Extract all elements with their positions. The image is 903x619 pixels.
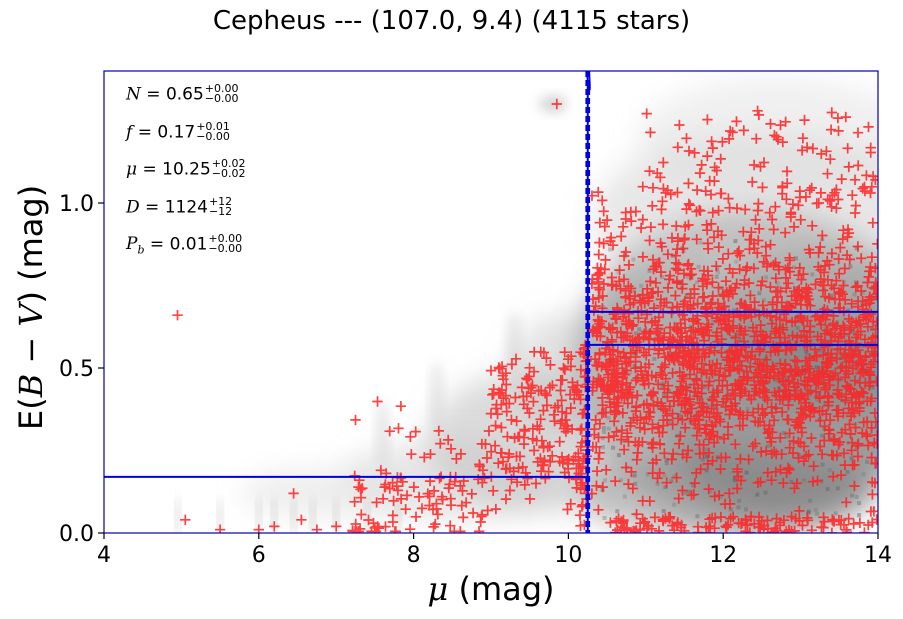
- stat-value: 0.17: [157, 121, 196, 142]
- stat-uncertainty: +0.00 −0.00: [204, 82, 239, 106]
- x-axis-label: μ (mag): [104, 570, 878, 608]
- stat-value: 0.65: [165, 84, 204, 105]
- stat-equals: =: [137, 159, 163, 180]
- stat-symbol: D: [126, 196, 140, 217]
- chart-title: Cepheus --- (107.0, 9.4) (4115 stars): [212, 6, 691, 36]
- y-axis-unit: (mag): [12, 184, 50, 281]
- x-axis: 4 6 8 10 12 14: [97, 533, 892, 568]
- x-tick-label: 6: [252, 543, 266, 568]
- stat-value: 0.01: [169, 234, 208, 255]
- y-tick-label: 0.5: [59, 357, 94, 382]
- plot-frame: [103, 70, 879, 534]
- stat-row: Pb = 0.01 +0.00 −0.00: [126, 232, 243, 257]
- stat-row: D = 1124 +12 −12: [126, 194, 233, 218]
- stat-uncertainty: +12 −12: [208, 194, 233, 218]
- model-lines: [104, 71, 878, 533]
- x-tick-label: 12: [709, 543, 737, 568]
- stat-uncertainty: +0.01 −0.00: [196, 119, 230, 143]
- stat-uncertainty: +0.02 −0.02: [211, 157, 246, 181]
- x-axis-symbol: μ: [427, 570, 449, 608]
- stat-row: f = 0.17 +0.01 −0.00: [126, 119, 230, 143]
- stat-upper-error: +0.02: [211, 157, 246, 170]
- star-markers: [172, 98, 878, 533]
- star-marker-path: [172, 98, 878, 533]
- stat-equals: =: [144, 234, 170, 255]
- stat-upper-error: +0.00: [208, 232, 243, 245]
- y-axis: 0.0 0.5 1.0: [59, 192, 104, 547]
- y-tick-label: 0.0: [59, 522, 94, 547]
- stat-value: 10.25: [162, 159, 211, 180]
- x-axis-unit: (mag): [458, 570, 555, 608]
- x-tick-label: 14: [864, 543, 892, 568]
- y-axis-suffix: ): [12, 291, 50, 304]
- stat-symbol: N: [126, 84, 141, 105]
- stat-equals: =: [140, 84, 166, 105]
- stat-row: N = 0.65 +0.00 −0.00: [126, 82, 239, 106]
- stat-symbol: Pb: [126, 234, 145, 257]
- y-axis-label: E(B − V) (mag): [12, 185, 50, 430]
- stat-lower-error: −0.00: [208, 242, 243, 256]
- stat-lower-error: −0.00: [204, 92, 239, 106]
- stat-uncertainty: +0.00 −0.00: [208, 232, 243, 256]
- stat-value: 1124: [164, 196, 208, 217]
- stat-upper-error: +0.00: [204, 82, 239, 95]
- stat-row: μ = 10.25 +0.02 −0.02: [126, 157, 246, 181]
- x-tick-label: 10: [554, 543, 582, 568]
- stat-equals: =: [132, 121, 158, 142]
- y-axis-prefix: E(: [12, 397, 50, 430]
- stat-symbol: f: [126, 121, 133, 142]
- stat-upper-error: +12: [208, 194, 233, 208]
- posterior-contour: [585, 71, 591, 91]
- stat-lower-error: −12: [208, 204, 233, 218]
- x-tick-label: 8: [407, 543, 421, 568]
- stat-upper-error: +0.01: [196, 119, 230, 133]
- y-axis-symbol: B − V: [12, 303, 50, 398]
- x-tick-label: 4: [97, 543, 111, 568]
- stat-lower-error: −0.00: [196, 129, 230, 143]
- y-tick-label: 1.0: [59, 192, 94, 217]
- stat-lower-error: −0.02: [211, 167, 246, 181]
- stat-symbol: μ: [126, 159, 138, 180]
- stat-equals: =: [139, 196, 165, 217]
